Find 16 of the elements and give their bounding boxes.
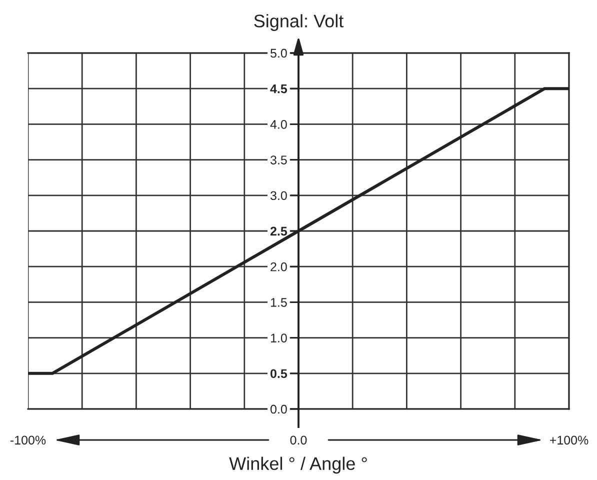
y-tick-label: 2.0 — [270, 262, 287, 272]
x-tick-label: -100% — [10, 436, 46, 445]
y-tick-label: 1.0 — [270, 334, 287, 342]
x-axis-title: Winkel ° / Angle ° — [229, 456, 367, 474]
y-tick-label: 4.0 — [270, 120, 287, 129]
y-tick-label: 2.5 — [270, 226, 288, 236]
y-tick-label: 0.5 — [270, 369, 288, 378]
y-tick-label: 0.0 — [270, 404, 287, 414]
y-tick-label: 1.5 — [270, 298, 287, 307]
x-tick-label: +100% — [550, 436, 588, 445]
y-tick-label: 3.5 — [270, 156, 287, 164]
y-tick-label: 4.5 — [270, 84, 288, 94]
y-tick-label: 5.0 — [270, 48, 287, 58]
x-tick-label: 0.0 — [290, 436, 307, 445]
y-tick-label: 3.0 — [270, 191, 287, 200]
y-axis-title: Signal: Volt — [254, 14, 344, 31]
